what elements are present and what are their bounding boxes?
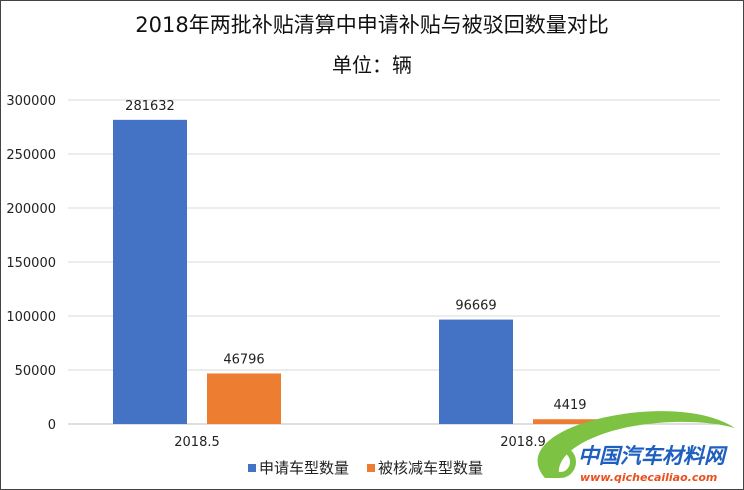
data-label: 281632: [125, 99, 175, 114]
y-tick-label: 300000: [6, 94, 56, 109]
chart-subtitle: 单位：辆: [332, 53, 412, 77]
y-tick-label: 250000: [6, 148, 56, 163]
y-tick-label: 100000: [6, 310, 56, 325]
svg-text:www.qichecailiao.com: www.qichecailiao.com: [580, 471, 717, 484]
data-label: 96669: [455, 299, 496, 314]
legend-label: 被核减车型数量: [378, 459, 483, 477]
watermark-logo: 中国汽车材料网 www.qichecailiao.com: [537, 411, 735, 484]
x-tick-label: 2018.5: [174, 435, 220, 450]
bar: [207, 373, 281, 424]
data-label: 4419: [553, 398, 586, 413]
y-tick-label: 150000: [6, 256, 56, 271]
legend-swatch: [248, 464, 256, 472]
bar: [439, 319, 513, 424]
data-label: 46796: [223, 352, 264, 367]
chart-title: 2018年两批补贴清算中申请补贴与被驳回数量对比: [135, 13, 608, 37]
bar: [533, 419, 607, 424]
svg-text:中国汽车材料网: 中国汽车材料网: [578, 444, 728, 468]
y-tick-label: 200000: [6, 202, 56, 217]
y-tick-label: 50000: [15, 364, 56, 379]
legend-label: 申请车型数量: [259, 459, 349, 477]
legend-swatch: [367, 464, 375, 472]
x-tick-label: 2018.9: [500, 435, 546, 450]
bar: [113, 119, 187, 425]
y-tick-label: 0: [48, 418, 56, 433]
